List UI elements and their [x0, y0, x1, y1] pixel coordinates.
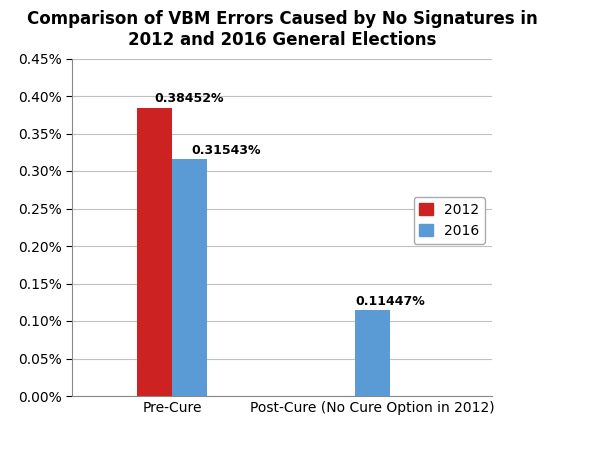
Bar	[137, 108, 172, 396]
Bar	[355, 310, 389, 396]
Title: Comparison of VBM Errors Caused by No Signatures in
2012 and 2016 General Electi: Comparison of VBM Errors Caused by No Si…	[26, 10, 538, 49]
Bar	[172, 159, 207, 396]
Text: 0.11447%: 0.11447%	[355, 294, 425, 307]
Text: 0.31543%: 0.31543%	[191, 144, 261, 157]
Text: 0.38452%: 0.38452%	[155, 92, 224, 105]
Legend: 2012, 2016: 2012, 2016	[413, 198, 485, 243]
